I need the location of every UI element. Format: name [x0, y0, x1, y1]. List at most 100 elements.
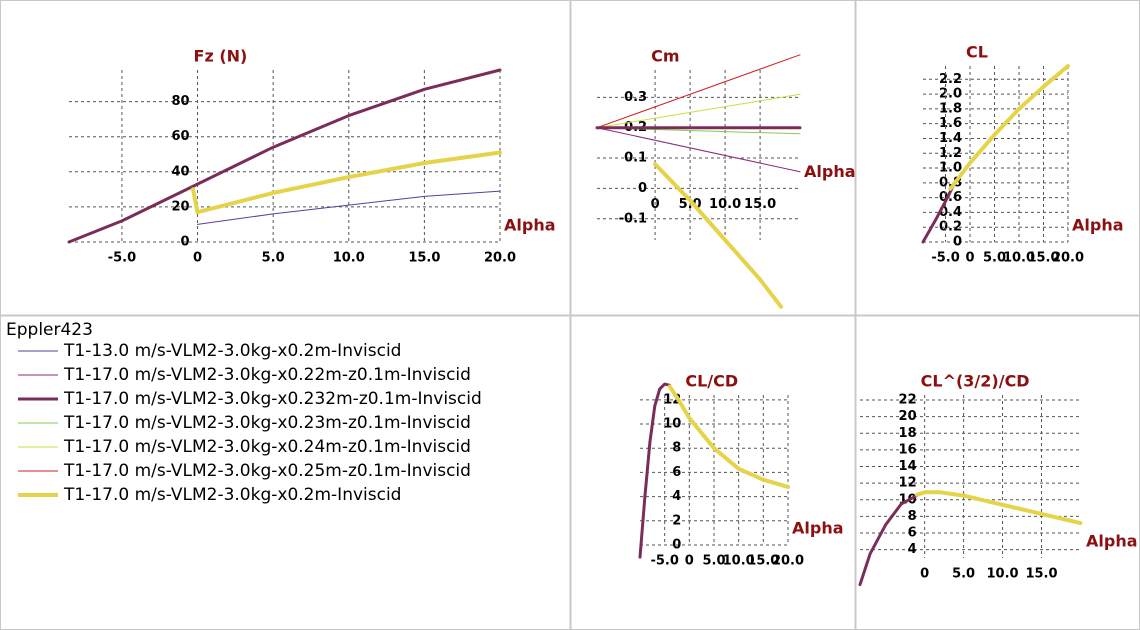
data-line	[653, 162, 784, 309]
y-tick-label: 16	[899, 442, 917, 457]
y-tick-label: 0.1	[624, 151, 647, 166]
x-tick-label: 20.0	[772, 554, 804, 569]
data-line	[596, 93, 801, 129]
y-tick-label: 2.2	[939, 72, 962, 87]
x-tick-label: 0	[920, 567, 929, 582]
legend-title: Eppler423	[6, 320, 93, 340]
y-tick-label: 6	[672, 465, 681, 480]
x-tick-label: 5.0	[952, 567, 975, 582]
y-tick-label: 1.6	[939, 116, 962, 131]
y-tick-label: 8	[672, 441, 681, 456]
plot-area	[595, 54, 802, 309]
x-tick-label: 15.0	[1027, 251, 1059, 266]
y-tick-label: 0.2	[939, 220, 962, 235]
chart-title: Fz (N)	[194, 47, 248, 66]
y-tick-label: 6	[908, 526, 917, 541]
x-tick-label: 15.0	[747, 554, 779, 569]
y-tick-label: 80	[171, 94, 189, 109]
legend-label: T1-17.0 m/s-VLM2-3.0kg-x0.23m-z0.1m-Invi…	[63, 413, 471, 433]
y-tick-label: 1.2	[939, 146, 962, 161]
x-tick-label: 10.0	[1003, 251, 1035, 266]
x-axis-title: Alpha	[1072, 216, 1124, 235]
y-tick-label: 0.3	[624, 90, 647, 105]
y-tick-label: 2	[672, 513, 681, 528]
plot-area	[921, 64, 1070, 244]
y-tick-label: 18	[899, 426, 917, 441]
x-tick-label: -5.0	[650, 554, 678, 569]
data-line	[948, 64, 1070, 191]
data-line	[596, 54, 801, 129]
plot-area	[638, 382, 790, 559]
legend-label: T1-17.0 m/s-VLM2-3.0kg-x0.24m-z0.1m-Invi…	[63, 437, 471, 457]
y-tick-label: 0.4	[939, 205, 962, 220]
data-line	[667, 384, 790, 489]
y-tick-label: 4	[672, 489, 681, 504]
chart-title: CL	[966, 43, 988, 62]
x-tick-label: 10.0	[987, 567, 1019, 582]
x-tick-label: 10.0	[723, 554, 755, 569]
y-tick-label: 0	[638, 181, 647, 196]
y-tick-label: 4	[908, 542, 917, 557]
legend-label: T1-17.0 m/s-VLM2-3.0kg-x0.25m-z0.1m-Invi…	[63, 461, 471, 481]
x-tick-label: 5.0	[702, 554, 725, 569]
y-tick-label: 20	[899, 409, 917, 424]
y-tick-label: 0	[953, 235, 962, 250]
data-line	[67, 68, 502, 244]
legend-label: T1-17.0 m/s-VLM2-3.0kg-x0.2m-Inviscid	[63, 485, 401, 505]
plot-area	[858, 490, 1083, 587]
y-tick-label: 8	[908, 509, 917, 524]
y-tick-label: 1.8	[939, 101, 962, 116]
y-tick-label: 20	[171, 199, 189, 214]
y-tick-label: 60	[171, 129, 189, 144]
x-axis-title: Alpha	[1086, 532, 1138, 551]
y-tick-label: 0	[180, 235, 189, 250]
data-line	[596, 127, 801, 173]
x-tick-label: 0	[193, 251, 202, 266]
y-tick-label: 0	[672, 538, 681, 553]
y-tick-label: 12	[899, 476, 917, 491]
x-tick-label: 0	[966, 251, 975, 266]
x-tick-label: 15.0	[1025, 567, 1057, 582]
x-tick-label: 10.0	[333, 251, 365, 266]
plot-area	[67, 68, 502, 244]
x-tick-label: 0	[685, 554, 694, 569]
chart-title: CL^(3/2)/CD	[921, 372, 1030, 391]
y-tick-label: 2.0	[939, 87, 962, 102]
x-tick-label: 0	[651, 197, 660, 212]
x-tick-label: -5.0	[931, 251, 959, 266]
x-tick-label: 20.0	[1052, 251, 1084, 266]
data-line	[921, 185, 955, 244]
chart-title: Cm	[651, 47, 679, 66]
x-tick-label: -5.0	[108, 251, 136, 266]
x-tick-label: 15.0	[744, 197, 776, 212]
chart: 0 20 40 60 80 -5.0 0 5.0 10.0 15.0 20.0 Fz (N) Alpha	[67, 47, 556, 266]
x-axis-title: Alpha	[804, 162, 856, 181]
x-tick-label: 15.0	[408, 251, 440, 266]
x-tick-label: 20.0	[484, 251, 516, 266]
x-axis-title: Alpha	[504, 216, 556, 235]
data-line	[914, 490, 1083, 526]
data-line	[858, 494, 919, 587]
chart: 00.20.40.60.81.01.21.41.61.82.02.2-5.0 0 5…	[921, 43, 1124, 266]
x-tick-label: 5.0	[983, 251, 1006, 266]
chart-title: CL/CD	[685, 372, 738, 391]
y-tick-label: 1.4	[939, 131, 962, 146]
x-tick-label: 5.0	[262, 251, 285, 266]
data-line	[191, 150, 502, 215]
y-tick-label: 40	[171, 164, 189, 179]
x-axis-title: Alpha	[792, 519, 844, 538]
y-tick-label: 14	[899, 459, 917, 474]
y-tick-label: 10	[663, 417, 681, 432]
data-line	[638, 382, 672, 559]
legend-label: T1-17.0 m/s-VLM2-3.0kg-x0.232m-z0.1m-Inv…	[63, 389, 482, 409]
y-tick-label: 22	[899, 392, 917, 407]
y-tick-label: 1.0	[939, 161, 962, 176]
legend-label: T1-17.0 m/s-VLM2-3.0kg-x0.22m-z0.1m-Invi…	[63, 365, 471, 385]
legend-label: T1-13.0 m/s-VLM2-3.0kg-x0.2m-Inviscid	[63, 341, 401, 361]
y-tick-label: -0.1	[619, 211, 647, 226]
data-line	[197, 190, 501, 225]
